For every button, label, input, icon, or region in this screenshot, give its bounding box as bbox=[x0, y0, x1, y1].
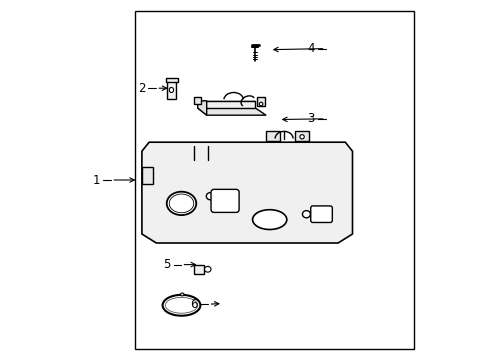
Polygon shape bbox=[197, 101, 206, 115]
Text: 6: 6 bbox=[190, 298, 197, 311]
Ellipse shape bbox=[166, 192, 196, 215]
FancyBboxPatch shape bbox=[310, 206, 332, 222]
Bar bbox=[294, 131, 309, 141]
Text: 1: 1 bbox=[93, 174, 101, 186]
Polygon shape bbox=[142, 142, 352, 243]
Bar bbox=[134, 11, 413, 349]
Bar bbox=[257, 97, 264, 106]
Ellipse shape bbox=[299, 135, 304, 139]
Ellipse shape bbox=[252, 210, 286, 230]
Text: 2: 2 bbox=[138, 82, 145, 95]
Ellipse shape bbox=[204, 266, 211, 272]
Ellipse shape bbox=[259, 102, 263, 106]
Ellipse shape bbox=[206, 193, 214, 200]
Bar bbox=[265, 131, 279, 141]
Ellipse shape bbox=[163, 295, 200, 316]
Text: 5: 5 bbox=[163, 258, 170, 271]
Ellipse shape bbox=[302, 211, 310, 218]
Bar bbox=[167, 80, 176, 99]
Ellipse shape bbox=[169, 87, 173, 93]
Bar bbox=[194, 265, 203, 274]
Bar bbox=[165, 78, 177, 82]
Polygon shape bbox=[197, 101, 255, 108]
FancyBboxPatch shape bbox=[211, 189, 239, 212]
Text: 3: 3 bbox=[306, 112, 314, 125]
Polygon shape bbox=[197, 108, 265, 115]
Bar bbox=[194, 97, 201, 104]
Ellipse shape bbox=[180, 293, 183, 296]
Polygon shape bbox=[142, 167, 152, 184]
Text: 4: 4 bbox=[306, 42, 314, 55]
